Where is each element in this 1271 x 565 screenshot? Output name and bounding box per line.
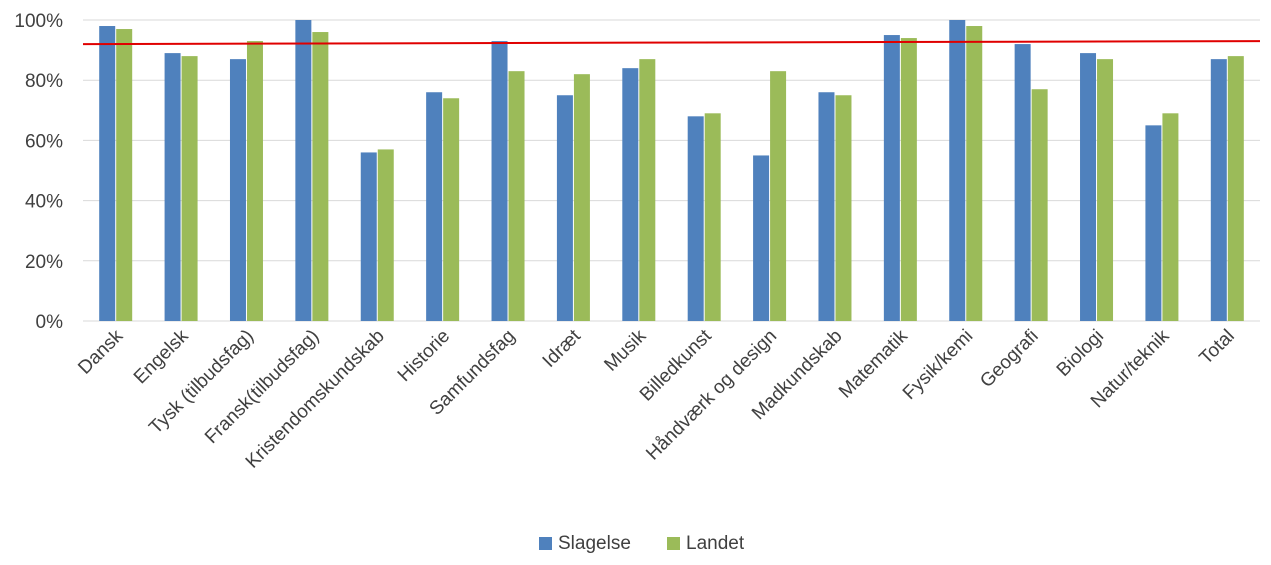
bar-slagelse-13 xyxy=(883,35,900,322)
y-tick-label: 0% xyxy=(36,312,64,333)
bar-slagelse-12 xyxy=(818,92,835,322)
gridlines xyxy=(83,19,1260,322)
reference-line-layer xyxy=(82,40,1261,46)
bar-landet-8 xyxy=(573,74,590,322)
x-category-label: Håndværk og design xyxy=(642,326,781,465)
bar-landet-11 xyxy=(770,71,787,321)
x-category-label: Idræt xyxy=(539,325,586,372)
y-axis-tick-labels: 0% 20% 40% 60% 80% 100% xyxy=(14,11,63,333)
bar-slagelse-11 xyxy=(753,155,770,321)
bar-landet-17 xyxy=(1162,113,1179,321)
bar-landet-6 xyxy=(443,98,460,321)
legend-label-slagelse: Slagelse xyxy=(558,533,631,554)
x-category-label: Dansk xyxy=(74,325,127,378)
x-category-label: Geografi xyxy=(976,326,1042,392)
bar-slagelse-4 xyxy=(295,20,312,321)
x-category-label: Biologi xyxy=(1053,326,1108,381)
bar-slagelse-2 xyxy=(164,53,181,322)
bar-landet-5 xyxy=(377,149,394,321)
bar-landet-12 xyxy=(835,95,852,321)
bar-slagelse-5 xyxy=(360,152,377,321)
bar-landet-7 xyxy=(508,71,525,321)
y-tick-label: 40% xyxy=(25,192,63,213)
x-category-label: Musik xyxy=(600,325,650,375)
y-tick-label: 100% xyxy=(14,11,63,32)
x-category-label: Historie xyxy=(394,326,454,386)
bars xyxy=(99,20,1244,322)
bar-slagelse-9 xyxy=(622,68,639,321)
bar-slagelse-17 xyxy=(1145,125,1162,321)
bar-landet-18 xyxy=(1227,56,1244,322)
bar-landet-15 xyxy=(1031,89,1048,321)
legend-swatch-landet xyxy=(667,537,680,550)
bar-landet-4 xyxy=(312,32,329,321)
bar-slagelse-8 xyxy=(556,95,573,321)
bar-slagelse-15 xyxy=(1014,44,1031,322)
bar-slagelse-7 xyxy=(491,41,508,321)
bar-landet-14 xyxy=(966,26,983,322)
x-category-label: Total xyxy=(1196,326,1239,369)
reference-line xyxy=(82,40,1261,46)
bar-slagelse-10 xyxy=(687,116,704,321)
bar-landet-9 xyxy=(639,59,656,321)
bar-landet-2 xyxy=(181,56,198,322)
bar-landet-16 xyxy=(1097,59,1114,321)
y-tick-label: 80% xyxy=(25,71,63,92)
legend-swatch-slagelse xyxy=(539,537,552,550)
bar-slagelse-1 xyxy=(99,26,116,322)
legend-label-landet: Landet xyxy=(686,533,745,554)
bar-slagelse-14 xyxy=(949,20,966,321)
y-tick-label: 20% xyxy=(25,252,63,273)
bar-landet-13 xyxy=(900,38,917,322)
bar-slagelse-3 xyxy=(229,59,246,321)
bar-slagelse-16 xyxy=(1080,53,1097,322)
x-category-label: Fransk(tilbudsfag) xyxy=(201,326,323,448)
bar-slagelse-6 xyxy=(426,92,443,322)
bar-landet-3 xyxy=(246,41,263,321)
legend: Slagelse Landet xyxy=(539,533,745,554)
x-category-label: Fysik/kemi xyxy=(899,326,977,404)
x-category-label: Engelsk xyxy=(130,325,193,388)
y-tick-label: 60% xyxy=(25,131,63,152)
bar-slagelse-18 xyxy=(1210,59,1227,321)
bar-landet-1 xyxy=(116,29,133,322)
bar-landet-10 xyxy=(704,113,721,321)
